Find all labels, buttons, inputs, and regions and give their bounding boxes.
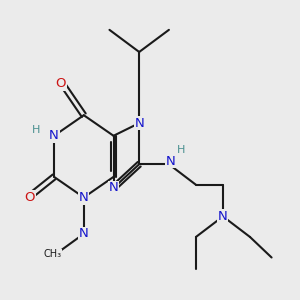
Text: N: N	[79, 227, 89, 240]
Text: H: H	[177, 145, 185, 155]
Text: O: O	[56, 77, 66, 90]
Text: N: N	[134, 117, 144, 130]
Text: O: O	[25, 191, 35, 204]
Text: N: N	[109, 182, 118, 194]
Text: N: N	[49, 129, 59, 142]
Text: N: N	[79, 191, 89, 204]
Text: N: N	[218, 210, 228, 223]
Text: H: H	[32, 125, 41, 135]
Text: N: N	[165, 154, 175, 168]
Text: CH₃: CH₃	[44, 249, 62, 259]
